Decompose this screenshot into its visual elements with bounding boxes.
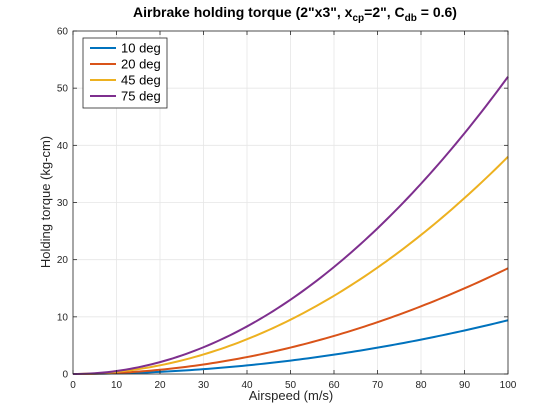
- x-tick-label: 70: [372, 380, 384, 391]
- y-tick-labels: 0 10 20 30 40 50 60: [57, 27, 69, 381]
- y-tick-label: 40: [57, 141, 69, 152]
- y-axis-label: Holding torque (kg-cm): [38, 136, 53, 268]
- series-line-75-deg: [72, 76, 509, 375]
- legend-label: 75 deg: [121, 89, 161, 104]
- axis-ticks: [72, 30, 509, 375]
- x-tick-label: 10: [111, 380, 123, 391]
- chart-title-sub-db: db: [405, 13, 417, 24]
- legend-label: 10 deg: [121, 41, 161, 56]
- x-tick-label: 0: [70, 380, 76, 391]
- chart-title-main: Airbrake holding torque (2"x3", x: [133, 4, 353, 20]
- x-tick-label: 60: [328, 380, 340, 391]
- x-tick-label: 30: [198, 380, 210, 391]
- y-tick-label: 0: [62, 370, 68, 381]
- x-axis-label: Airspeed (m/s): [249, 388, 334, 403]
- y-tick-label: 30: [57, 198, 69, 209]
- x-tick-label: 80: [415, 380, 427, 391]
- chart-title-mid: =2", C: [364, 4, 405, 20]
- series-line-10-deg: [72, 319, 509, 375]
- y-tick-label: 50: [57, 84, 69, 95]
- x-tick-label: 20: [154, 380, 166, 391]
- x-tick-label: 90: [459, 380, 471, 391]
- legend-label: 20 deg: [121, 57, 161, 72]
- y-tick-label: 10: [57, 312, 69, 323]
- series-line-20-deg: [72, 267, 509, 375]
- legend-label: 45 deg: [121, 73, 161, 88]
- chart-title-end: = 0.6): [417, 4, 457, 20]
- y-tick-label: 60: [57, 27, 69, 38]
- chart-title-sub-cp: cp: [352, 13, 364, 24]
- series-group: [72, 76, 509, 375]
- y-tick-label: 20: [57, 255, 69, 266]
- chart-title: Airbrake holding torque (2"x3", xcp=2", …: [133, 4, 457, 24]
- x-tick-label: 100: [500, 380, 517, 391]
- x-tick-label: 40: [241, 380, 253, 391]
- series-line-45-deg: [72, 156, 509, 375]
- x-tick-label: 50: [285, 380, 297, 391]
- x-tick-labels: 0 10 20 30 40 50 60 70 80 90 100: [70, 380, 517, 391]
